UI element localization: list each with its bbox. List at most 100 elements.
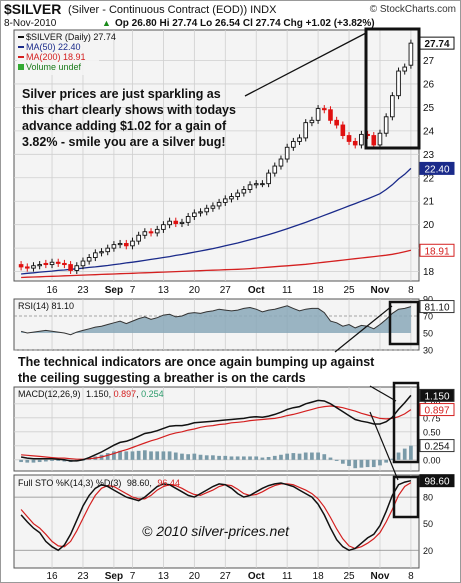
ma200-line: [21, 249, 412, 279]
legend-volume: Volume undef: [26, 62, 82, 72]
macd-histogram-bar: [310, 452, 314, 460]
macd-histogram-bar: [248, 456, 252, 460]
candle-body: [49, 261, 55, 266]
candle-body: [185, 216, 191, 223]
last-value-tag: [419, 243, 455, 257]
macd-histogram-bar: [161, 451, 166, 460]
x-tick-label-bottom: Sep: [105, 571, 123, 582]
candle-body: [266, 172, 271, 185]
rsi-tick-label: 50: [423, 329, 433, 339]
macd-histogram-bar: [19, 459, 23, 463]
candle-body: [86, 257, 92, 262]
macd-line: [20, 394, 412, 462]
sto-title: Full STO %K(14,3) %D(3) 98.60, 96.44: [18, 478, 180, 488]
x-tick-label-bottom: Oct: [248, 571, 265, 582]
macd-histogram-bar: [303, 452, 308, 460]
candle-body: [55, 261, 61, 264]
x-tick-label-bottom: 11: [282, 571, 293, 582]
macd-tick-label: 0.75: [423, 413, 441, 423]
candle-body: [148, 231, 154, 234]
macd-legend-label: MACD(12,26,9): [18, 389, 81, 399]
macd-histogram-bar: [402, 448, 407, 460]
macd-histogram-bar: [186, 454, 191, 460]
x-tick-label-bottom: 27: [220, 571, 232, 582]
candle-body: [309, 119, 315, 124]
macd-histogram-bar: [198, 454, 203, 460]
macd-histogram-bar: [204, 455, 209, 460]
price-annotation: Silver prices are just sparkling as this…: [22, 87, 239, 149]
rsi-line: [20, 305, 412, 336]
candle-body: [408, 42, 414, 66]
macd-histogram-bar: [211, 455, 215, 460]
rsi-series-layer: [20, 305, 412, 336]
macd-histogram-bar: [378, 459, 382, 466]
copyright-text: © 2010 silver-prices.net: [142, 523, 290, 539]
candle-body: [247, 184, 253, 190]
x-tick-label-bottom: 18: [313, 571, 325, 582]
last-value-tag: [419, 161, 455, 175]
x-tick-label-bottom: 13: [158, 571, 170, 582]
macd-histogram-bar: [384, 459, 389, 463]
macd-histogram-bar: [365, 459, 370, 468]
macd-panel: [13, 386, 420, 472]
macd-histogram-bar: [241, 456, 246, 460]
candle-body: [24, 266, 30, 269]
candle-body: [142, 231, 148, 236]
macd-last-text: 1.150: [424, 391, 449, 402]
indicator-annotation-bg: [14, 352, 419, 386]
macd-tick-label: 0.00: [423, 455, 441, 465]
x-tick-label-bottom: 20: [189, 571, 201, 582]
price-legend: $SILVER (Daily) 27.74 MA(50) 22.40 MA(20…: [17, 32, 116, 75]
macd-series-layer: [19, 394, 413, 469]
macd-last-tag: [419, 403, 455, 417]
candle-body: [74, 265, 80, 271]
x-tick-label-bottom: 8: [408, 571, 414, 582]
stockcharts-watermark: © StockCharts.com: [370, 4, 456, 15]
candle-body: [117, 243, 123, 246]
candle-body: [383, 116, 389, 134]
x-tick-label: 18: [313, 285, 325, 296]
macd-histogram-bar: [347, 459, 351, 466]
legend-price: $SILVER (Daily) 27.74: [26, 32, 116, 42]
candle-body: [297, 137, 302, 142]
candle-body: [62, 262, 67, 266]
macd-last-text: 0.254: [424, 442, 449, 453]
macd-histogram-bar: [155, 451, 160, 460]
candle-body: [68, 264, 73, 271]
candle-body: [253, 183, 259, 186]
y-tick-label: 23: [423, 150, 435, 161]
macd-legend-signal: 0.897: [114, 389, 137, 399]
macd-histogram-bar: [136, 450, 141, 460]
macd-histogram-bar: [291, 453, 296, 460]
macd-histogram-bar: [409, 445, 413, 460]
macd-histogram-bar: [396, 452, 401, 460]
macd-histogram-bar: [124, 451, 129, 460]
indicator-arrow-macd: [369, 385, 397, 402]
rsi-last-tag: [419, 300, 455, 314]
sto-panel: [13, 474, 420, 569]
chart-date: 8-Nov-2010: [4, 18, 57, 29]
macd-histogram-bar: [180, 453, 184, 460]
axis-label-layer: 16 16 23 23 Sep Sep 7 7 13 13 20 20 27 27 Oct Oct 11 11 18…: [46, 36, 455, 582]
macd-tick-label: 0.50: [423, 427, 441, 437]
macd-histogram-bar: [229, 456, 234, 460]
macd-last-tag: [419, 439, 455, 453]
macd-histogram-bar: [118, 450, 122, 460]
x-tick-label: 20: [189, 285, 201, 296]
candle-body: [161, 224, 166, 230]
x-tick-label: 7: [130, 285, 136, 296]
macd-histogram-bar: [297, 453, 302, 460]
macd-highlight-box: [392, 381, 420, 464]
x-tick-label: 16: [46, 285, 58, 296]
x-tick-label: 25: [343, 285, 355, 296]
rsi-tick-label: 30: [423, 346, 433, 356]
candle-body: [31, 265, 36, 269]
macd-histogram-bar: [316, 452, 320, 460]
macd-histogram-bar: [285, 453, 290, 460]
candle-body: [272, 165, 278, 174]
candle-body: [136, 234, 141, 242]
sto-tick-label: 20: [423, 546, 433, 556]
y-tick-label: 20: [423, 220, 435, 231]
macd-histogram-bar: [371, 459, 376, 468]
last-value-text: 22.40: [424, 164, 449, 175]
